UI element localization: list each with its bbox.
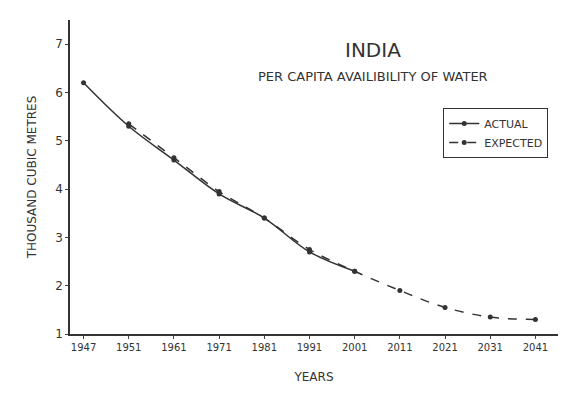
svg-text:6: 6 bbox=[55, 86, 63, 100]
svg-text:7: 7 bbox=[55, 37, 63, 51]
svg-text:PER CAPITA AVAILIBILITY OF WAT: PER CAPITA AVAILIBILITY OF WATER bbox=[258, 69, 488, 84]
svg-text:2011: 2011 bbox=[387, 342, 412, 353]
svg-text:2031: 2031 bbox=[477, 342, 502, 353]
svg-text:THOUSAND CUBIC METRES: THOUSAND CUBIC METRES bbox=[25, 96, 39, 260]
svg-text:ACTUAL: ACTUAL bbox=[484, 118, 528, 131]
svg-text:1981: 1981 bbox=[252, 342, 277, 353]
svg-text:EXPECTED: EXPECTED bbox=[484, 137, 542, 150]
svg-text:2: 2 bbox=[55, 279, 63, 293]
svg-text:3: 3 bbox=[55, 231, 63, 245]
svg-text:INDIA: INDIA bbox=[345, 38, 401, 62]
svg-text:1951: 1951 bbox=[116, 342, 141, 353]
svg-text:1961: 1961 bbox=[161, 342, 186, 353]
svg-text:4: 4 bbox=[55, 182, 63, 196]
svg-text:2021: 2021 bbox=[432, 342, 457, 353]
svg-text:5: 5 bbox=[55, 134, 63, 148]
svg-text:YEARS: YEARS bbox=[293, 370, 333, 384]
svg-text:1991: 1991 bbox=[297, 342, 322, 353]
svg-text:1971: 1971 bbox=[206, 342, 231, 353]
svg-text:1947: 1947 bbox=[71, 342, 96, 353]
svg-text:2041: 2041 bbox=[523, 342, 548, 353]
svg-text:2001: 2001 bbox=[342, 342, 367, 353]
svg-text:1: 1 bbox=[55, 327, 63, 341]
